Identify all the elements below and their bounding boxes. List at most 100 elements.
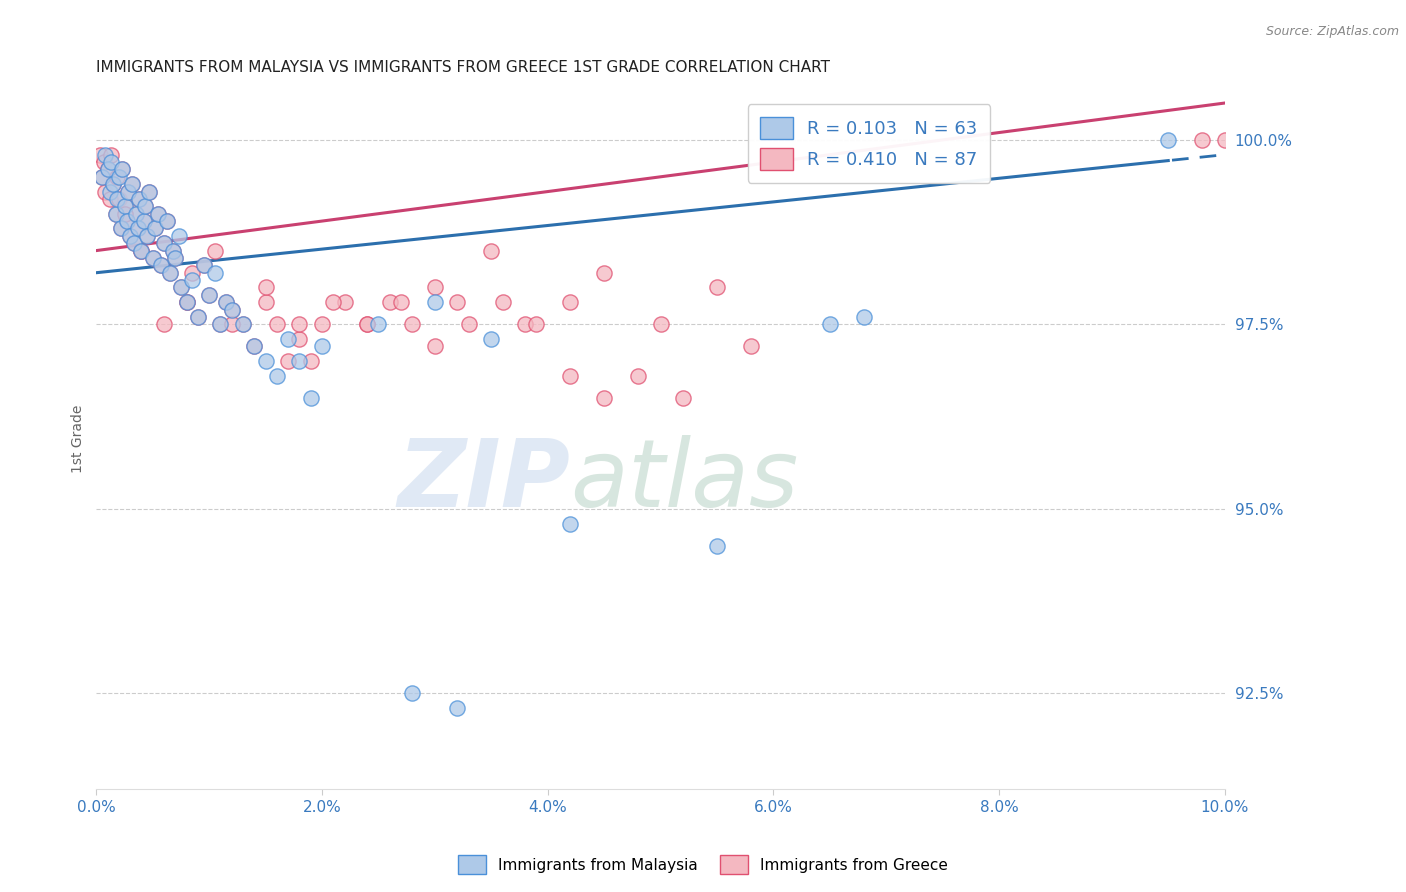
Point xyxy=(110,221,132,235)
Point xyxy=(114,199,136,213)
Point xyxy=(131,244,153,258)
Point xyxy=(121,177,143,191)
Point xyxy=(288,332,311,346)
Point xyxy=(100,147,122,161)
Point xyxy=(311,339,333,353)
Point xyxy=(125,207,148,221)
Point xyxy=(627,369,650,384)
Point xyxy=(111,162,134,177)
Point xyxy=(105,169,128,184)
Point xyxy=(159,266,181,280)
Point xyxy=(209,318,232,332)
Point xyxy=(143,221,166,235)
Legend: R = 0.103   N = 63, R = 0.410   N = 87: R = 0.103 N = 63, R = 0.410 N = 87 xyxy=(748,104,990,183)
Point xyxy=(94,147,117,161)
Point xyxy=(401,686,423,700)
Point xyxy=(176,295,198,310)
Point xyxy=(136,228,159,243)
Point xyxy=(108,169,131,184)
Point xyxy=(97,162,120,177)
Point xyxy=(560,369,582,384)
Point xyxy=(162,244,184,258)
Point xyxy=(127,221,149,235)
Point xyxy=(299,391,322,405)
Point xyxy=(288,318,311,332)
Point xyxy=(108,192,131,206)
Point xyxy=(114,207,136,221)
Point xyxy=(560,295,582,310)
Point xyxy=(134,199,156,213)
Point xyxy=(672,391,695,405)
Point xyxy=(706,539,728,553)
Text: Source: ZipAtlas.com: Source: ZipAtlas.com xyxy=(1265,25,1399,38)
Point xyxy=(105,192,128,206)
Point xyxy=(132,214,155,228)
Point xyxy=(1213,133,1236,147)
Point xyxy=(221,302,243,317)
Point xyxy=(277,332,299,346)
Point xyxy=(593,391,616,405)
Point xyxy=(491,295,513,310)
Point xyxy=(120,228,142,243)
Point xyxy=(266,369,288,384)
Point xyxy=(94,185,117,199)
Legend: Immigrants from Malaysia, Immigrants from Greece: Immigrants from Malaysia, Immigrants fro… xyxy=(451,849,955,880)
Point xyxy=(103,177,125,191)
Point xyxy=(114,199,136,213)
Point xyxy=(277,354,299,368)
Point xyxy=(167,228,190,243)
Point xyxy=(288,354,311,368)
Text: IMMIGRANTS FROM MALAYSIA VS IMMIGRANTS FROM GREECE 1ST GRADE CORRELATION CHART: IMMIGRANTS FROM MALAYSIA VS IMMIGRANTS F… xyxy=(97,60,831,75)
Point xyxy=(401,318,423,332)
Point xyxy=(176,295,198,310)
Point xyxy=(204,266,226,280)
Point xyxy=(100,155,122,169)
Point xyxy=(266,318,288,332)
Point xyxy=(254,280,277,294)
Point xyxy=(120,228,142,243)
Point xyxy=(148,207,170,221)
Point xyxy=(159,266,181,280)
Point xyxy=(221,302,243,317)
Y-axis label: 1st Grade: 1st Grade xyxy=(72,404,86,473)
Point xyxy=(153,318,176,332)
Point xyxy=(104,207,127,221)
Point xyxy=(423,295,446,310)
Point xyxy=(97,162,120,177)
Point xyxy=(526,318,548,332)
Point xyxy=(232,318,254,332)
Point xyxy=(165,251,187,265)
Point xyxy=(149,258,172,272)
Point xyxy=(128,192,150,206)
Point xyxy=(423,280,446,294)
Point xyxy=(333,295,356,310)
Point xyxy=(818,318,841,332)
Point xyxy=(91,169,114,184)
Point xyxy=(89,147,111,161)
Point xyxy=(136,228,159,243)
Point xyxy=(1191,133,1213,147)
Point xyxy=(142,251,165,265)
Point xyxy=(122,236,145,251)
Point xyxy=(131,244,153,258)
Point xyxy=(243,339,266,353)
Point xyxy=(215,295,238,310)
Point xyxy=(1157,133,1180,147)
Point xyxy=(128,192,150,206)
Point xyxy=(389,295,412,310)
Point xyxy=(98,185,121,199)
Point xyxy=(98,192,121,206)
Point xyxy=(142,251,165,265)
Point xyxy=(162,244,184,258)
Point xyxy=(423,339,446,353)
Point xyxy=(110,221,132,235)
Point xyxy=(232,318,254,332)
Point xyxy=(127,221,149,235)
Point xyxy=(143,221,166,235)
Point xyxy=(111,162,134,177)
Point xyxy=(125,207,148,221)
Point xyxy=(209,318,232,332)
Point xyxy=(593,266,616,280)
Point xyxy=(115,214,138,228)
Point xyxy=(156,214,179,228)
